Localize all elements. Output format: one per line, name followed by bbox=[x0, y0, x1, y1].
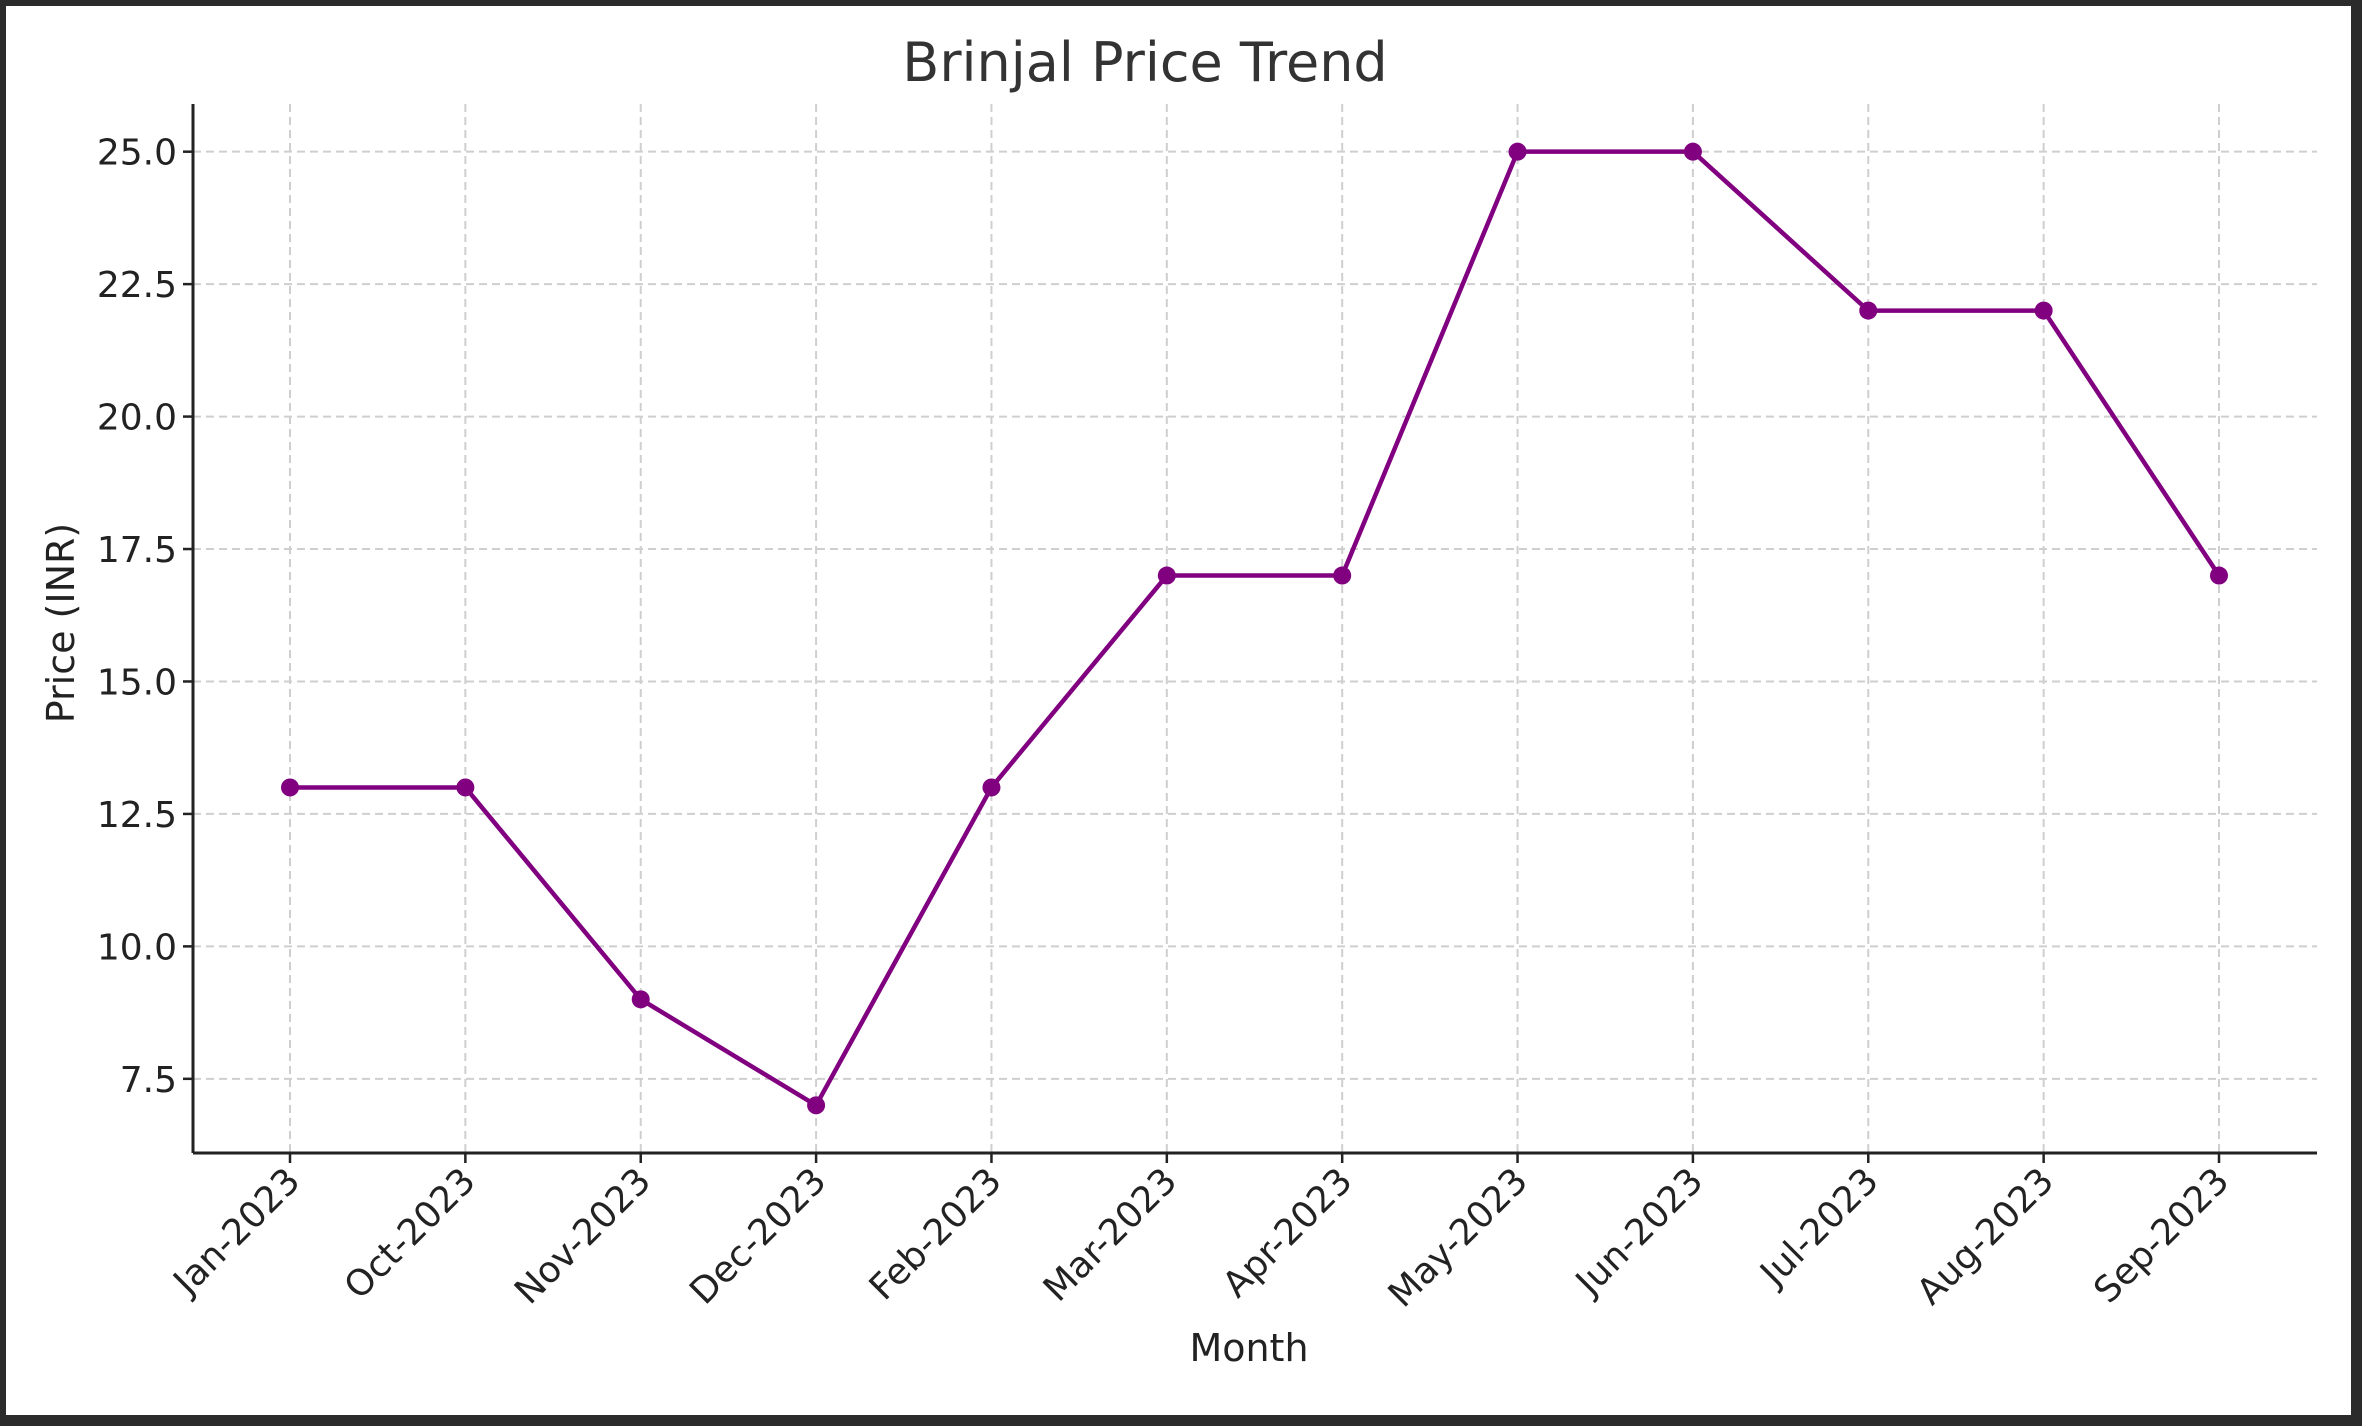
data-point bbox=[807, 1096, 826, 1115]
data-point bbox=[2210, 566, 2228, 585]
y-tick-label: 20.0 bbox=[97, 398, 177, 439]
x-tick-label: Jan-2023 bbox=[165, 1160, 309, 1304]
data-point bbox=[2034, 301, 2053, 320]
series bbox=[281, 142, 2228, 1115]
x-tick-label: Apr-2023 bbox=[1215, 1160, 1360, 1305]
y-tick-label: 7.5 bbox=[120, 1060, 177, 1101]
y-tick-label: 25.0 bbox=[97, 133, 177, 174]
x-tick-label: Jul-2023 bbox=[1752, 1160, 1887, 1295]
chart-title: Brinjal Price Trend bbox=[902, 31, 1387, 94]
x-tick-label: Mar-2023 bbox=[1036, 1160, 1185, 1309]
y-tick-label: 10.0 bbox=[97, 927, 177, 968]
y-tick-label: 22.5 bbox=[97, 265, 177, 306]
line-chart: Jan-2023 Oct-2023 Nov-2023 Dec-2023 Feb-2023… bbox=[39, 31, 2317, 1370]
y-axis-title: Price (INR) bbox=[39, 523, 83, 723]
x-axis-title: Month bbox=[1189, 1326, 1308, 1370]
data-point bbox=[982, 778, 1001, 797]
y-tick-label: 17.5 bbox=[97, 530, 177, 571]
y-tick-label: 15.0 bbox=[97, 662, 177, 703]
data-point bbox=[1157, 566, 1176, 585]
data-point bbox=[1508, 142, 1527, 161]
x-tick-label: Oct-2023 bbox=[337, 1160, 484, 1307]
data-point bbox=[456, 778, 475, 797]
x-tick-label: Sep-2023 bbox=[2086, 1160, 2237, 1311]
x-tick-label: Feb-2023 bbox=[862, 1160, 1010, 1308]
y-tick-label: 12.5 bbox=[97, 795, 177, 836]
x-tick-label: Jun-2023 bbox=[1567, 1160, 1711, 1304]
data-point bbox=[631, 990, 650, 1009]
data-point bbox=[1859, 301, 1878, 320]
data-point bbox=[1683, 142, 1702, 161]
chart-frame: Jan-2023 Oct-2023 Nov-2023 Dec-2023 Feb-2023… bbox=[6, 6, 2351, 1415]
grid bbox=[193, 104, 2317, 1153]
x-tick-label: Dec-2023 bbox=[682, 1160, 834, 1312]
x-tick-label: May-2023 bbox=[1381, 1160, 1536, 1315]
series-line bbox=[290, 149, 2221, 1108]
x-tick-label: Nov-2023 bbox=[507, 1160, 659, 1312]
data-point bbox=[281, 778, 299, 797]
axes bbox=[183, 104, 2317, 1163]
x-tick-label: Aug-2023 bbox=[1909, 1160, 2062, 1313]
data-point bbox=[1333, 566, 1352, 585]
